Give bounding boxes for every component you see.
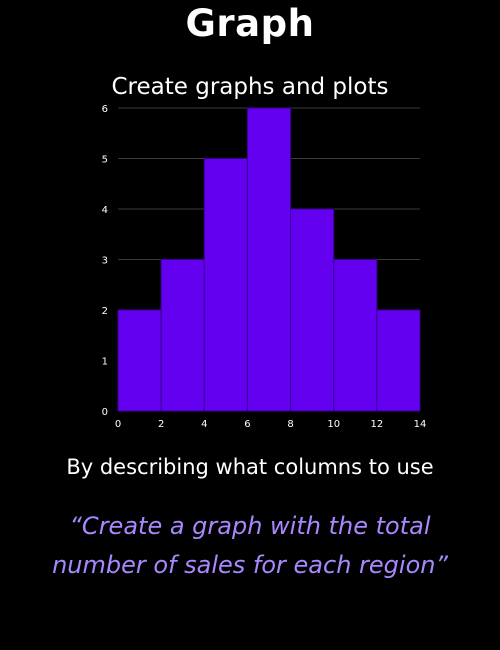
feature-caption: By describing what columns to use: [66, 455, 434, 479]
x-tick-label: 6: [244, 419, 250, 430]
histogram-bar: [203, 158, 248, 412]
x-tick-label: 8: [287, 419, 293, 430]
histogram-bar: [376, 309, 421, 412]
example-prompt: “Create a graph with the total number of…: [52, 512, 448, 579]
page-subtitle: Create graphs and plots: [111, 74, 389, 100]
y-tick-label: 5: [102, 155, 108, 166]
x-tick-label: 12: [370, 419, 383, 430]
x-tick-label: 0: [115, 419, 121, 430]
y-tick-label: 3: [102, 256, 108, 267]
bars: [117, 107, 421, 412]
x-tick-label: 10: [327, 419, 340, 430]
x-tick-labels: 0 2 4 6 8 10 12 14: [115, 419, 427, 430]
histogram-bar: [160, 259, 205, 412]
histogram-bar: [246, 107, 292, 412]
page-title: Graph: [185, 2, 315, 45]
y-tick-labels: 0 1 2 3 4 5 6: [102, 104, 108, 418]
x-tick-label: 4: [201, 419, 207, 430]
x-tick-label: 2: [158, 419, 164, 430]
y-tick-label: 6: [102, 104, 108, 115]
y-tick-label: 2: [102, 306, 108, 317]
gridlines: [118, 107, 420, 361]
histogram-bar: [290, 208, 335, 412]
histogram-bar: [117, 309, 162, 412]
y-tick-label: 0: [102, 407, 108, 418]
x-tick-label: 14: [414, 419, 427, 430]
y-tick-label: 1: [102, 357, 108, 368]
histogram-bar: [333, 259, 378, 412]
y-tick-label: 4: [102, 205, 108, 216]
